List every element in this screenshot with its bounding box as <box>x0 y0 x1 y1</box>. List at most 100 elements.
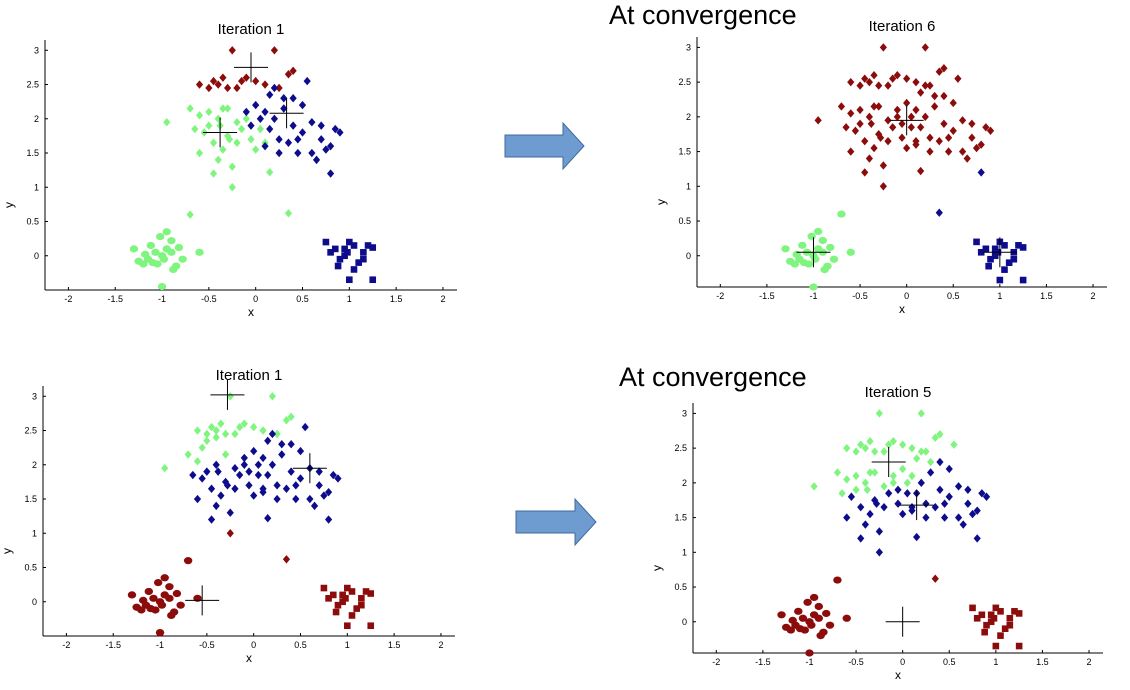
data-point <box>889 436 897 446</box>
data-point <box>317 121 325 130</box>
x-axis-label: x <box>895 668 901 682</box>
data-point <box>127 591 137 599</box>
y-tick-label: 3 <box>686 42 691 52</box>
data-point <box>861 74 869 83</box>
data-point <box>936 430 944 439</box>
data-point <box>800 626 810 634</box>
data-point <box>987 618 995 626</box>
x-tick-label: 2 <box>440 294 445 304</box>
data-point <box>268 460 277 469</box>
x-tick-label: 1 <box>345 640 350 650</box>
data-point <box>908 443 916 453</box>
data-point <box>310 501 319 511</box>
data-point <box>250 422 258 432</box>
data-point <box>360 249 367 256</box>
data-point <box>996 276 1004 284</box>
data-point <box>317 135 325 144</box>
data-point <box>331 245 339 253</box>
data-point <box>195 248 204 256</box>
data-point <box>977 248 985 256</box>
data-point <box>140 250 150 258</box>
chart-title: Iteration 1 <box>218 21 285 38</box>
y-tick-label: 2 <box>32 460 37 470</box>
data-point <box>825 621 835 629</box>
data-point <box>245 481 253 490</box>
data-point <box>811 255 820 263</box>
data-point <box>856 105 864 115</box>
data-point <box>857 534 865 543</box>
data-point <box>261 80 269 89</box>
data-point <box>233 117 241 127</box>
data-point <box>972 143 981 153</box>
data-point <box>867 119 875 129</box>
data-point <box>193 457 202 466</box>
data-point <box>856 81 864 90</box>
y-tick-label: 2 <box>686 112 691 122</box>
data-point <box>903 143 911 153</box>
data-point <box>360 255 367 263</box>
data-point <box>843 513 851 522</box>
data-point <box>880 482 888 491</box>
data-point <box>1010 255 1018 263</box>
data-point <box>367 622 375 630</box>
caption-bottom-right: At convergence <box>619 362 807 392</box>
data-point <box>266 167 274 177</box>
data-point <box>334 474 342 483</box>
y-tick-label: 1.5 <box>26 148 39 158</box>
x-tick-label: 0.5 <box>296 294 309 304</box>
data-point <box>212 460 220 469</box>
data-point <box>280 104 288 113</box>
data-point <box>231 429 239 439</box>
data-point <box>973 506 981 515</box>
y-tick-label: 1.5 <box>678 147 691 157</box>
data-point <box>945 464 953 474</box>
data-point <box>866 436 874 446</box>
data-point <box>838 489 846 498</box>
data-point <box>1015 642 1023 650</box>
data-point <box>331 124 339 134</box>
data-point <box>913 532 921 542</box>
data-point <box>985 262 992 270</box>
data-point <box>261 107 269 117</box>
data-point <box>195 148 204 158</box>
data-point <box>917 447 925 456</box>
data-point <box>927 468 935 477</box>
data-point <box>205 121 213 130</box>
data-point <box>189 470 197 480</box>
data-point <box>954 74 962 83</box>
data-point <box>880 502 888 512</box>
x-axis-label: x <box>248 305 254 319</box>
chart-title: Iteration 5 <box>865 384 932 401</box>
data-point <box>781 245 790 253</box>
data-point <box>287 467 295 476</box>
data-point <box>968 119 976 129</box>
data-point <box>842 123 850 132</box>
x-tick-label: -1 <box>805 657 813 667</box>
data-point <box>847 492 856 501</box>
data-point <box>927 457 935 467</box>
data-point <box>212 433 220 442</box>
data-point <box>228 183 236 192</box>
data-point <box>186 210 194 219</box>
data-point <box>912 105 920 115</box>
data-point <box>875 548 883 557</box>
data-point <box>247 121 255 130</box>
data-point <box>268 392 277 401</box>
y-axis-label: y <box>0 548 14 554</box>
data-point <box>917 166 925 176</box>
data-point <box>240 419 248 428</box>
data-point <box>894 499 902 508</box>
data-point <box>992 642 1000 650</box>
data-point <box>367 590 375 597</box>
data-point <box>207 484 216 493</box>
arrow-icon <box>515 497 597 547</box>
data-point <box>144 587 154 596</box>
scatter-chart-1: Iteration 1 -2 -1.5 -1 -0.5 0 0.5 1 1.5 2 0 0.5 1 1.5… <box>2 21 457 319</box>
data-point <box>810 482 818 491</box>
data-point <box>837 210 846 218</box>
data-point <box>362 588 370 595</box>
data-point <box>231 463 239 473</box>
data-point <box>977 168 985 177</box>
x-tick-label: 1 <box>993 657 998 667</box>
data-point <box>315 481 323 490</box>
